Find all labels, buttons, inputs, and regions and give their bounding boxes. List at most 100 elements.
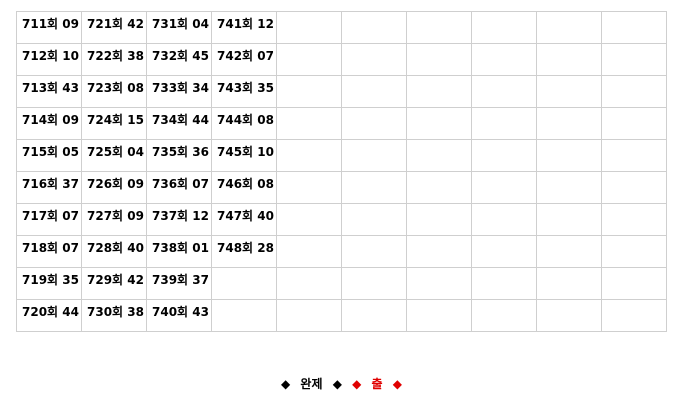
table-cell — [471, 299, 537, 332]
table-cell — [601, 11, 667, 44]
table-cell — [471, 203, 537, 236]
table-cell — [276, 43, 342, 76]
table-cell — [341, 299, 407, 332]
table-cell: 726회 09 — [81, 171, 147, 204]
table-cell: 740회 43 — [146, 299, 212, 332]
table-row: 719회 35 729회 42 739회 37 — [16, 267, 667, 300]
table-cell: 748회 28 — [211, 235, 277, 268]
table-cell — [406, 75, 472, 108]
table-cell: 714회 09 — [16, 107, 82, 140]
table-cell — [601, 139, 667, 172]
table-row: 712회 10 722회 38 732회 45 742회 07 — [16, 43, 667, 76]
table-cell — [276, 299, 342, 332]
table-cell — [406, 11, 472, 44]
table-cell — [406, 171, 472, 204]
round-table: 711회 09 721회 42 731회 04 741회 12 712회 10 722회 … — [16, 11, 667, 332]
diamond-icon: ◆ — [392, 377, 402, 391]
table-cell: 742회 07 — [211, 43, 277, 76]
table-cell: 745회 10 — [211, 139, 277, 172]
table-cell: 717회 07 — [16, 203, 82, 236]
table-cell: 735회 36 — [146, 139, 212, 172]
table-body: 711회 09 721회 42 731회 04 741회 12 712회 10 722회 … — [16, 11, 667, 332]
diamond-icon: ◆ — [352, 377, 362, 391]
table-cell — [471, 139, 537, 172]
table-cell — [471, 107, 537, 140]
diamond-icon: ◆ — [332, 377, 342, 391]
table-cell — [536, 139, 602, 172]
table-cell — [341, 75, 407, 108]
table-cell — [601, 171, 667, 204]
table-cell — [406, 203, 472, 236]
legend-done: 완제 — [300, 377, 323, 391]
diamond-icon: ◆ — [280, 377, 291, 391]
table-cell: 737회 12 — [146, 203, 212, 236]
table-cell: 712회 10 — [16, 43, 82, 76]
table-cell — [601, 235, 667, 268]
table-cell — [276, 107, 342, 140]
table-cell: 723회 08 — [81, 75, 147, 108]
table-cell: 741회 12 — [211, 11, 277, 44]
table-cell — [276, 11, 342, 44]
table-cell — [341, 43, 407, 76]
table-cell — [536, 235, 602, 268]
table-cell — [601, 43, 667, 76]
table-cell: 747회 40 — [211, 203, 277, 236]
table-cell — [211, 299, 277, 332]
table-cell — [536, 43, 602, 76]
table-cell: 720회 44 — [16, 299, 82, 332]
table-cell: 746회 08 — [211, 171, 277, 204]
table-cell: 725회 04 — [81, 139, 147, 172]
table-cell — [471, 235, 537, 268]
table-cell: 724회 15 — [81, 107, 147, 140]
table-row: 715회 05 725회 04 735회 36 745회 10 — [16, 139, 667, 172]
table-cell: 711회 09 — [16, 11, 82, 44]
table-cell — [601, 203, 667, 236]
table-cell — [536, 299, 602, 332]
table-cell: 715회 05 — [16, 139, 82, 172]
table-cell — [276, 75, 342, 108]
table-cell — [601, 267, 667, 300]
table-cell: 743회 35 — [211, 75, 277, 108]
table-cell: 728회 40 — [81, 235, 147, 268]
table-cell — [536, 171, 602, 204]
table-cell — [341, 267, 407, 300]
table-cell — [471, 11, 537, 44]
table-cell — [406, 43, 472, 76]
table-cell — [471, 267, 537, 300]
table-cell — [601, 75, 667, 108]
table-cell: 718회 07 — [16, 235, 82, 268]
table-cell — [341, 203, 407, 236]
table-cell: 744회 08 — [211, 107, 277, 140]
table-cell — [471, 75, 537, 108]
table-row: 717회 07 727회 09 737회 12 747회 40 — [16, 203, 667, 236]
table-cell — [341, 139, 407, 172]
table-cell — [601, 299, 667, 332]
table-cell — [536, 75, 602, 108]
table-cell — [406, 139, 472, 172]
table-cell — [341, 11, 407, 44]
table-cell: 713회 43 — [16, 75, 82, 108]
table-row: 718회 07 728회 40 738회 01 748회 28 — [16, 235, 667, 268]
table-cell — [341, 107, 407, 140]
table-cell — [536, 267, 602, 300]
table-cell — [276, 203, 342, 236]
table-cell: 721회 42 — [81, 11, 147, 44]
table-cell: 732회 45 — [146, 43, 212, 76]
table-cell — [341, 235, 407, 268]
table-cell — [211, 267, 277, 300]
table-cell — [276, 267, 342, 300]
table-cell — [341, 171, 407, 204]
table-cell: 727회 09 — [81, 203, 147, 236]
table-cell: 719회 35 — [16, 267, 82, 300]
table-cell — [471, 171, 537, 204]
table-cell: 736회 07 — [146, 171, 212, 204]
table-cell: 716회 37 — [16, 171, 82, 204]
table-cell — [406, 235, 472, 268]
table-cell: 734회 44 — [146, 107, 212, 140]
table-cell — [471, 43, 537, 76]
table-row: 714회 09 724회 15 734회 44 744회 08 — [16, 107, 667, 140]
table-cell: 738회 01 — [146, 235, 212, 268]
table-cell: 733회 34 — [146, 75, 212, 108]
table-row: 713회 43 723회 08 733회 34 743회 35 — [16, 75, 667, 108]
